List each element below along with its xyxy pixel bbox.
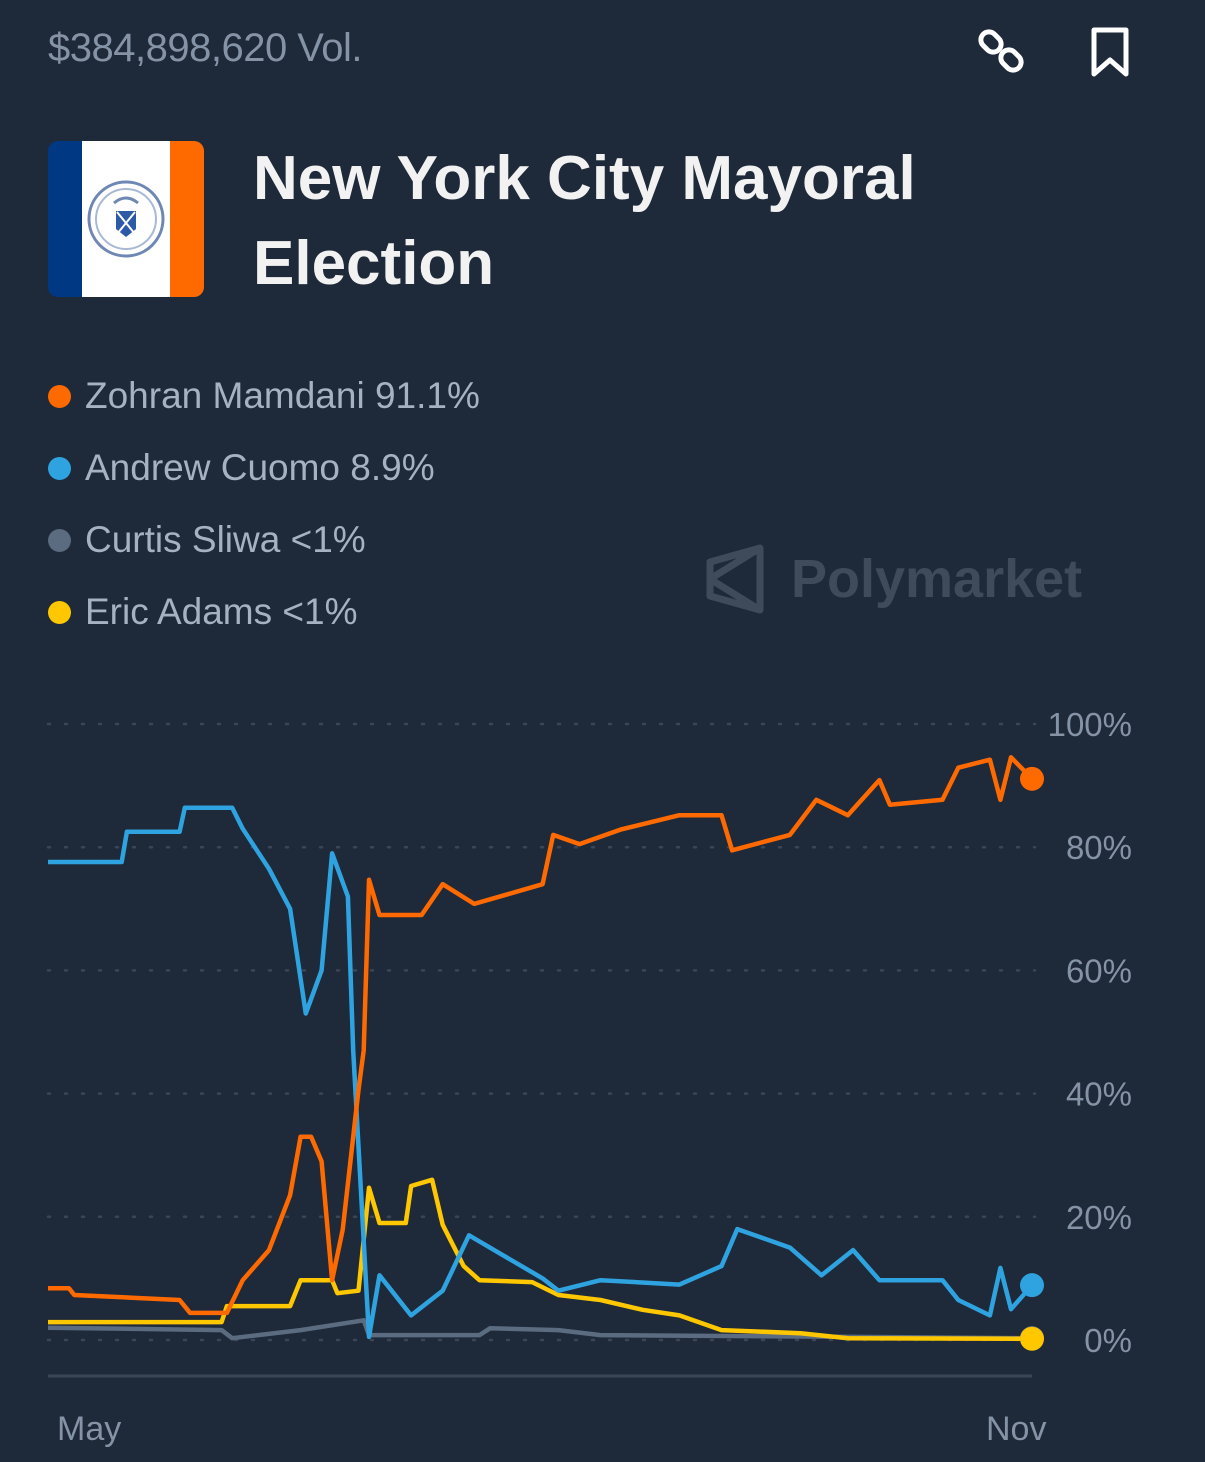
legend: Zohran Mamdani 91.1% Andrew Cuomo 8.9% C… [48, 360, 480, 648]
series-line-eric-adams [48, 1177, 1033, 1342]
dot-icon [48, 384, 71, 408]
bookmark-icon[interactable] [1084, 26, 1136, 78]
series-line-andrew-cuomo [48, 805, 1034, 1340]
volume-text: $384,898,620 Vol. [48, 26, 363, 70]
x-tick-label: Nov [986, 1410, 1047, 1448]
end-point-zohran-mamdani [1020, 766, 1044, 791]
dot-icon [48, 600, 71, 624]
y-tick-label: 60% [1066, 952, 1132, 989]
y-tick-label: 80% [1066, 829, 1132, 866]
legend-item-sliwa: Curtis Sliwa <1% [48, 504, 480, 576]
y-tick-label: 40% [1066, 1076, 1132, 1113]
legend-item-mamdani: Zohran Mamdani 91.1% [48, 360, 480, 432]
market-title: New York City Mayoral Election [253, 144, 916, 298]
polymarket-watermark: Polymarket [705, 544, 1082, 614]
dot-icon [48, 456, 71, 480]
legend-item-adams: Eric Adams <1% [48, 576, 480, 648]
legend-item-cuomo: Andrew Cuomo 8.9% [48, 432, 480, 504]
dot-icon [48, 528, 71, 552]
y-tick-label: 20% [1066, 1199, 1132, 1236]
end-point-andrew-cuomo [1020, 1273, 1044, 1298]
x-tick-label: May [57, 1410, 122, 1448]
link-icon[interactable] [976, 26, 1028, 78]
price-chart[interactable]: 0% 20% 40% 60% 80% 100% [0, 680, 1205, 1462]
polymarket-logo-icon [706, 544, 764, 614]
end-point-eric-adams [1020, 1326, 1044, 1351]
city-seal-icon [87, 180, 165, 258]
series-line-zohran-mamdani [48, 755, 1034, 1316]
y-tick-label: 0% [1084, 1322, 1132, 1359]
y-tick-label: 100% [1048, 706, 1132, 743]
nyc-flag-image [48, 141, 204, 297]
